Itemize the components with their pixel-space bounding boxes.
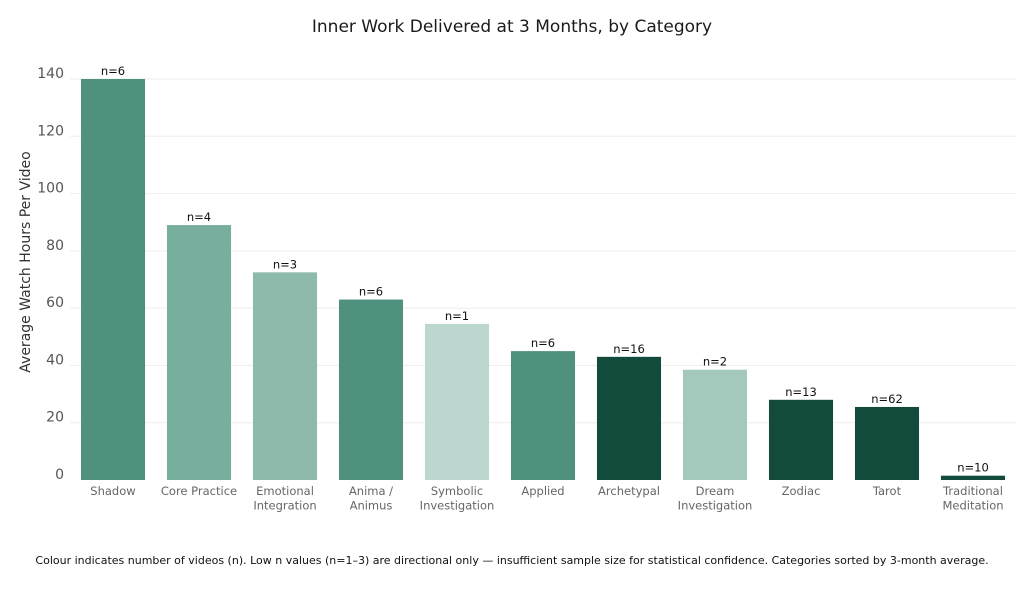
count-label: n=2 [703, 355, 727, 369]
x-tick-label-line: Investigation [678, 499, 753, 513]
y-tick-label: 60 [46, 295, 64, 311]
x-tick-label: Emotional Integration [253, 484, 316, 513]
bar [854, 406, 920, 480]
bar [596, 356, 662, 480]
x-tick-label-line: Zodiac [782, 484, 821, 498]
x-tick-label: Shadow [90, 484, 135, 498]
x-tick-label-line: Core Practice [161, 484, 237, 498]
y-tick-label: 20 [46, 410, 64, 426]
count-label: n=6 [531, 336, 555, 350]
y-tick-label: 40 [46, 352, 64, 368]
x-tick-label: Applied [521, 484, 564, 498]
y-tick-label: 100 [37, 181, 64, 197]
count-labels: n=6 n=4 n=3 n=6 n=1 n=6 n=16 n=2 n=13 n=62 n=10 [101, 64, 989, 475]
count-label: n=6 [101, 64, 125, 78]
count-label: n=4 [187, 210, 211, 224]
bar [252, 272, 318, 480]
x-tick-label-line: Investigation [420, 499, 495, 513]
y-axis-label: Average Watch Hours Per Video [18, 151, 34, 372]
y-tick-label: 80 [46, 238, 64, 254]
x-tick-label-line: Emotional [256, 484, 314, 498]
x-tick-label-line: Traditional [942, 484, 1003, 498]
count-label: n=6 [359, 285, 383, 299]
count-label: n=3 [273, 257, 297, 271]
count-label: n=16 [613, 342, 645, 356]
chart-footnote: Colour indicates number of videos (n). L… [35, 554, 988, 567]
x-tick-label: Zodiac [782, 484, 821, 498]
count-label: n=1 [445, 309, 469, 323]
bar [338, 299, 404, 480]
bar [768, 399, 834, 480]
x-tick-label-line: Applied [521, 484, 564, 498]
x-tick-label: Archetypal [598, 484, 660, 498]
x-tick-label-line: Meditation [942, 499, 1003, 513]
x-tick-label-line: Tarot [872, 484, 902, 498]
x-tick-label-line: Dream [696, 484, 735, 498]
x-tick-label-line: Animus [350, 499, 393, 513]
bar [424, 323, 490, 480]
bars [80, 79, 1006, 480]
count-label: n=13 [785, 385, 817, 399]
x-tick-label-line: Anima / [349, 484, 393, 498]
x-tick-label-line: Archetypal [598, 484, 660, 498]
x-tick-label: Anima / Animus [349, 484, 393, 513]
x-tick-label: Traditional Meditation [942, 484, 1003, 513]
count-label: n=10 [957, 461, 989, 475]
x-axis-ticks: Shadow Core Practice Emotional Integration A… [90, 484, 1003, 513]
y-tick-label: 120 [37, 123, 64, 139]
x-tick-label-line: Symbolic [431, 484, 483, 498]
count-label: n=62 [871, 392, 903, 406]
x-tick-label: Dream Investigation [678, 484, 753, 513]
bar [166, 225, 232, 480]
x-tick-label: Core Practice [161, 484, 237, 498]
bar [940, 475, 1006, 480]
bar [510, 351, 576, 480]
chart-title: Inner Work Delivered at 3 Months, by Cat… [312, 17, 712, 37]
bar [682, 369, 748, 480]
x-tick-label-line: Shadow [90, 484, 135, 498]
x-tick-label: Symbolic Investigation [420, 484, 495, 513]
bar [80, 79, 146, 480]
x-tick-label-line: Integration [253, 499, 316, 513]
y-tick-label: 140 [37, 66, 64, 82]
x-tick-label: Tarot [872, 484, 902, 498]
y-tick-label: 0 [55, 467, 64, 483]
y-axis-ticks: 0 20 40 60 80 100 120 140 [37, 66, 64, 483]
